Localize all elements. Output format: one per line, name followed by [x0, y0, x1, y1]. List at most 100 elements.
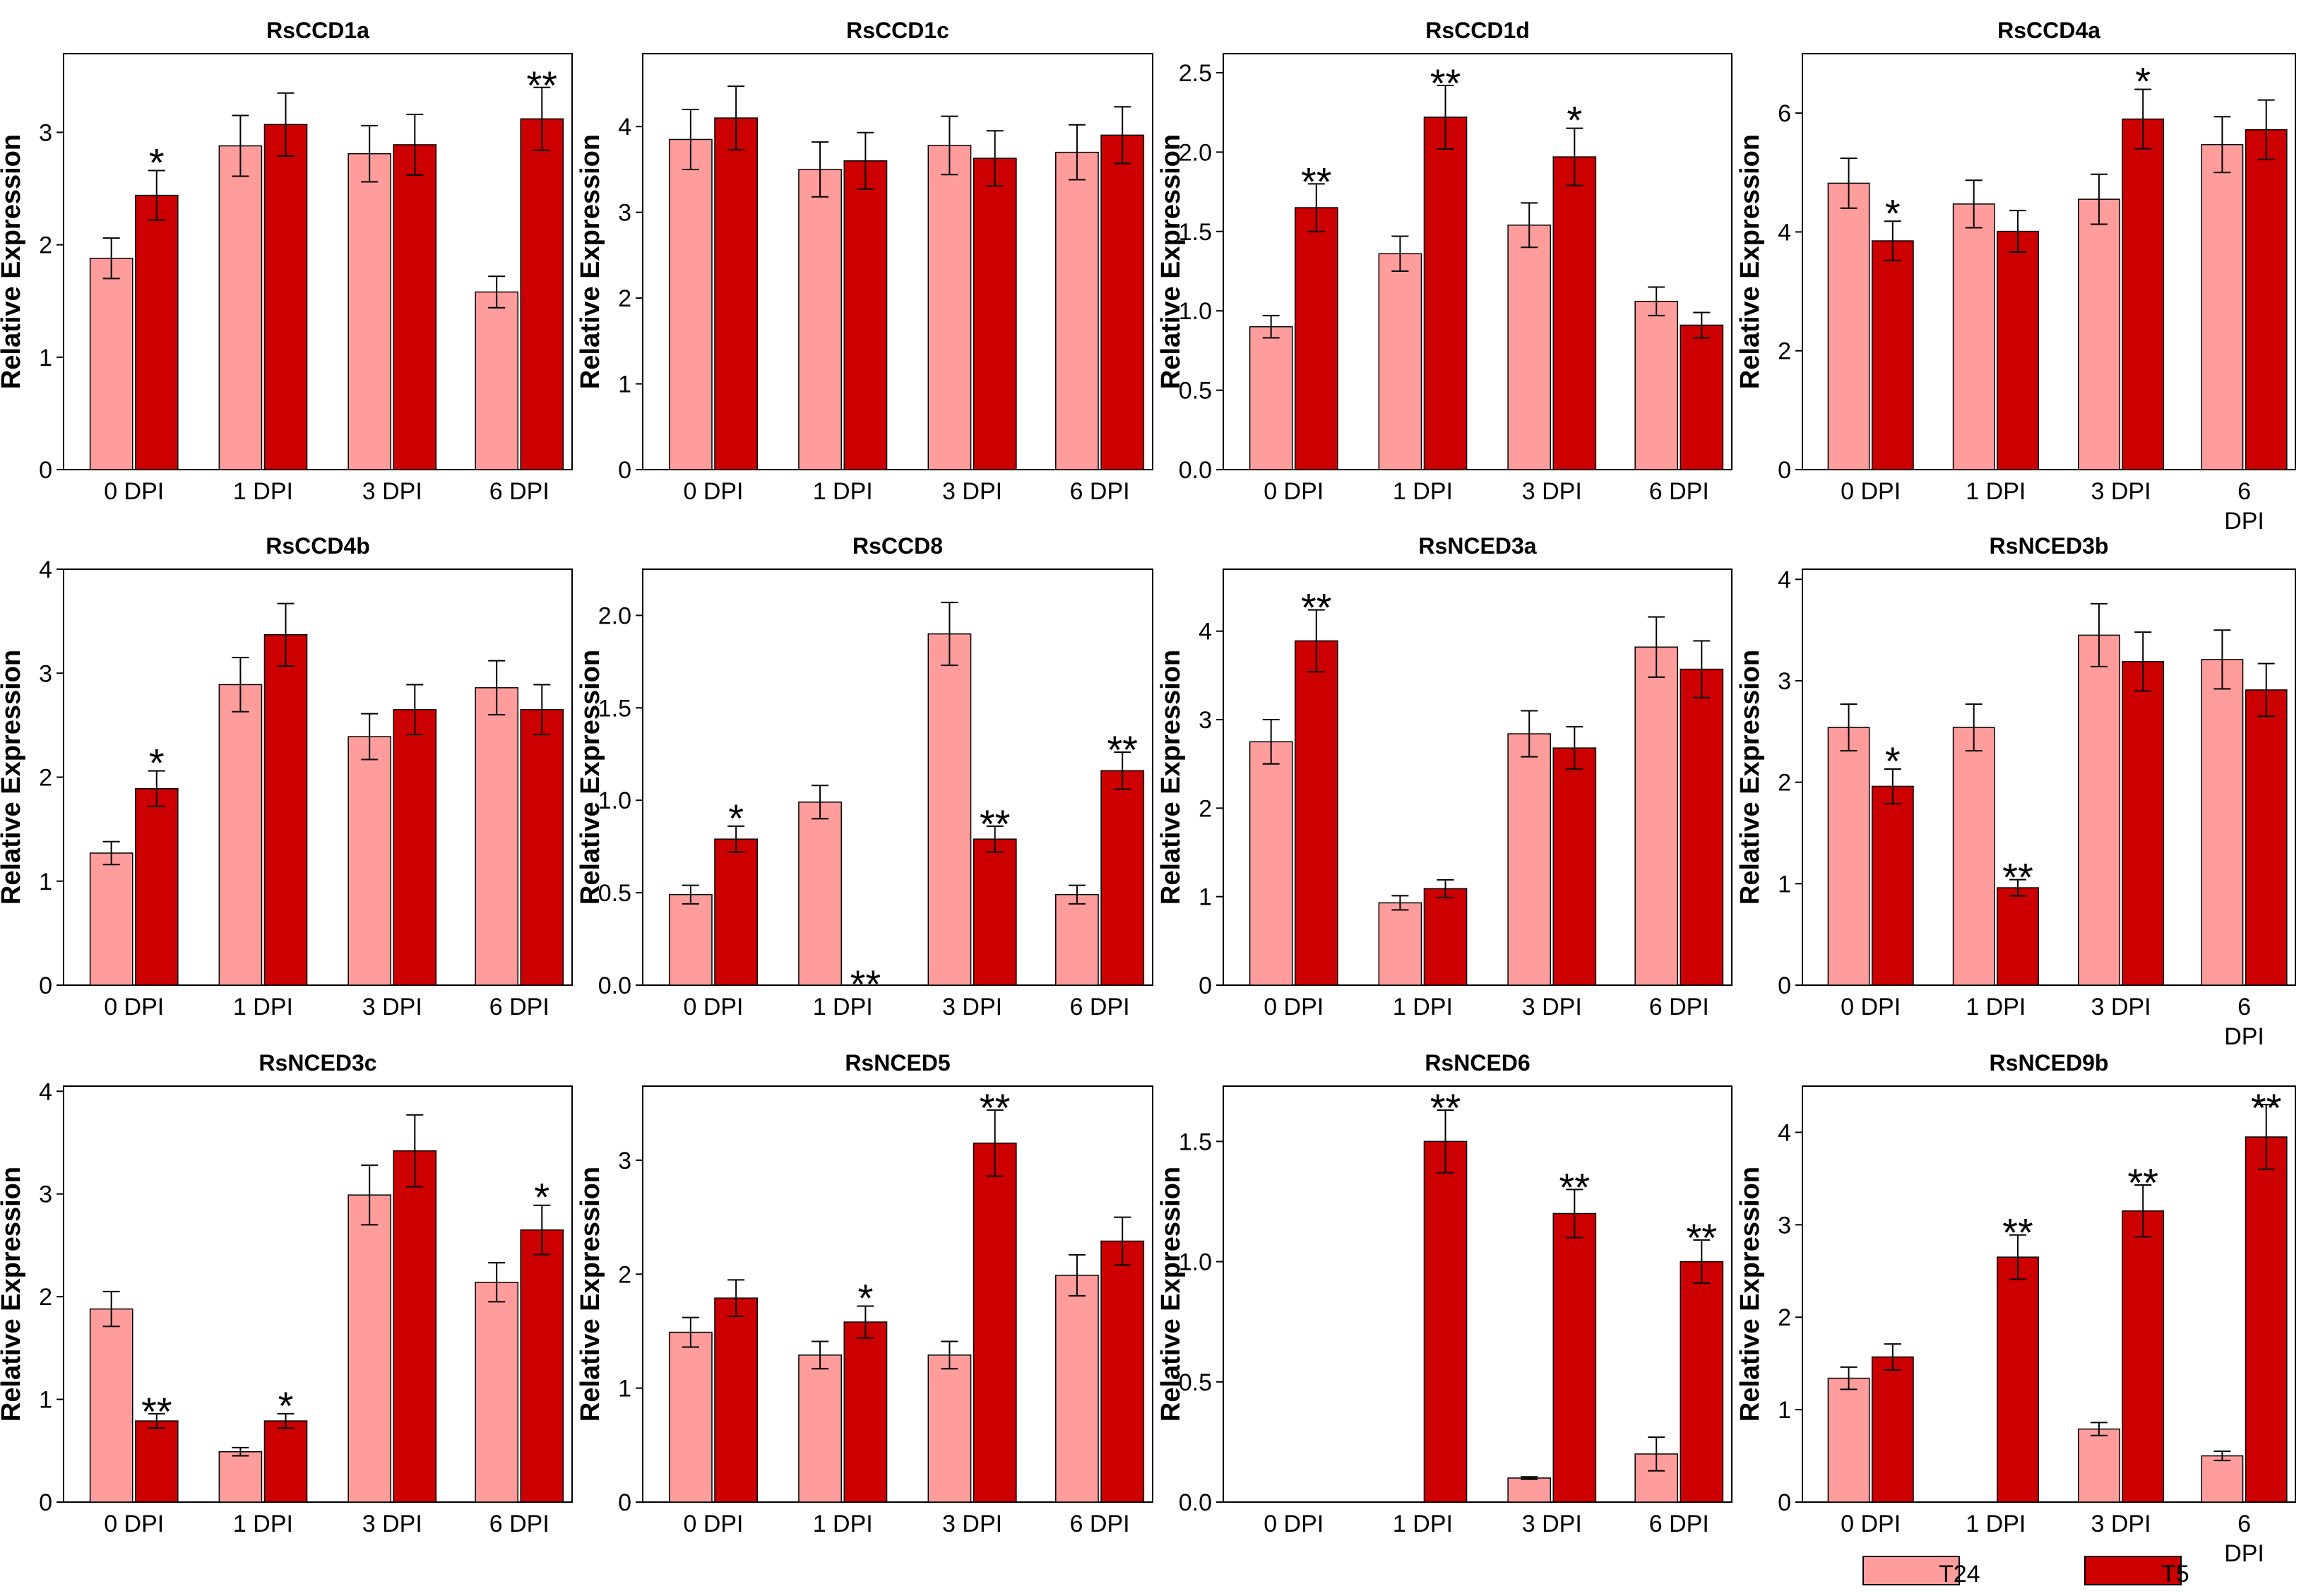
x-tick-line: 1 DPI: [233, 1511, 293, 1537]
x-tick-label: 3 DPI: [1522, 994, 1582, 1020]
x-tick-line: 6 DPI: [489, 1511, 549, 1537]
significance-mark: **: [2251, 1085, 2282, 1130]
x-tick-line: 0 DPI: [104, 994, 164, 1020]
x-tick-line: 0 DPI: [1264, 478, 1324, 505]
x-tick-line: 1 DPI: [1393, 478, 1453, 505]
y-tick-label: 0.5: [1179, 1369, 1212, 1396]
legend-swatch-t5: [2084, 1556, 2182, 1585]
bar-t5-0: [134, 194, 179, 470]
bar-t5-0: [714, 1297, 759, 1503]
x-tick-line: 3 DPI: [2091, 478, 2151, 505]
x-tick-label: 0 DPI: [104, 1511, 164, 1537]
panel-rsccd1a: RsCCD1a Relative Expression 0 1 2 3 * 0 DPI 1 DP…: [0, 18, 573, 505]
x-tick-label: 0 DPI: [1264, 1511, 1324, 1537]
x-tick-label: 6 DPI: [2224, 478, 2264, 535]
bar-t24-3: [2201, 659, 2244, 986]
y-tick-label: 3: [1199, 707, 1212, 734]
x-tick-label: 3 DPI: [942, 478, 1002, 505]
x-tick-line: 3 DPI: [942, 478, 1002, 505]
bar-t24-1: [798, 1354, 842, 1503]
x-tick-line: 0 DPI: [104, 478, 164, 505]
bar-t24-2: [1507, 225, 1552, 470]
x-tick-line: 0 DPI: [1841, 994, 1901, 1020]
bar-t24-1: [218, 1451, 263, 1503]
bar-t24-0: [89, 257, 133, 470]
significance-mark: **: [2002, 1210, 2033, 1255]
x-tick-label: 6 DPI: [1649, 478, 1709, 505]
bar-t5-1: [263, 634, 308, 986]
y-tick-label: 1.0: [598, 787, 631, 814]
x-tick-label: 3 DPI: [1522, 1511, 1582, 1537]
y-tick-label: 1: [1778, 871, 1791, 898]
bar-t24-1: [1378, 902, 1422, 986]
bar-t24-0: [1827, 182, 1870, 470]
panels-group: RsCCD1a Relative Expression 0 1 2 3 * 0 DPI 1 DP…: [0, 18, 2296, 1567]
x-tick-line: 1 DPI: [813, 1511, 873, 1537]
x-tick-line: 6: [2237, 994, 2251, 1020]
y-tick-label: 0.5: [1179, 378, 1212, 405]
y-axis-label: Relative Expression: [0, 134, 26, 389]
bar-t24-0: [1249, 326, 1293, 470]
panel-title: RsNCED3b: [1990, 533, 2109, 559]
significance-mark: **: [1559, 1165, 1591, 1209]
x-tick-line: 0 DPI: [1841, 478, 1901, 505]
bar-t24-3: [1634, 646, 1679, 986]
bar-t5-2: [973, 157, 1017, 470]
significance-mark: *: [857, 1275, 873, 1320]
bar-t5-2: [1552, 747, 1597, 986]
y-tick-label: 2: [1778, 770, 1791, 797]
panel-title: RsNCED9b: [1990, 1050, 2109, 1076]
y-tick-label: 0: [39, 972, 52, 999]
x-tick-line: 6 DPI: [489, 478, 549, 505]
panel-title: RsCCD4b: [266, 533, 370, 559]
significance-mark: **: [1301, 159, 1332, 203]
x-tick-label: 1 DPI: [233, 1511, 293, 1537]
y-tick-label: 1.5: [598, 695, 631, 722]
bar-t24-2: [347, 1194, 392, 1503]
panel-title: RsNCED3a: [1418, 533, 1536, 559]
bar-t5-0: [714, 117, 759, 470]
y-axis-label: Relative Expression: [0, 650, 26, 905]
x-tick-label: 1 DPI: [233, 478, 293, 505]
panel-title: RsNCED3c: [258, 1050, 376, 1076]
x-tick-label: 0 DPI: [683, 1511, 743, 1537]
x-tick-line: 3 DPI: [1522, 1511, 1582, 1537]
bar-t24-2: [1507, 733, 1552, 986]
x-tick-line: 3 DPI: [942, 1511, 1002, 1537]
y-tick-label: 1.5: [1179, 219, 1212, 246]
bar-t24-1: [1952, 203, 1995, 470]
x-tick-line: 0 DPI: [1841, 1511, 1901, 1537]
y-tick-label: 2: [618, 285, 631, 312]
x-tick-label: 3 DPI: [2091, 994, 2151, 1020]
bar-t24-0: [89, 1308, 133, 1503]
x-tick-label: 0 DPI: [104, 478, 164, 505]
y-tick-label: 2: [1199, 795, 1212, 822]
x-tick-line: 1 DPI: [1966, 1511, 2026, 1537]
significance-mark: *: [1885, 191, 1901, 235]
y-axis-label: Relative Expression: [576, 650, 605, 905]
bar-t24-0: [668, 1331, 713, 1503]
y-tick-label: 6: [1778, 100, 1791, 127]
bar-t24-3: [1055, 151, 1099, 470]
x-tick-label: 0 DPI: [1264, 478, 1324, 505]
y-axis-label: Relative Expression: [1156, 650, 1186, 905]
y-tick-label: 0: [1778, 972, 1791, 999]
plot-frame: [1802, 568, 2296, 986]
bar-t5-0: [714, 838, 759, 986]
x-tick-label: 6 DPI: [1070, 1511, 1130, 1537]
significance-mark: **: [980, 802, 1011, 846]
plot-frame: [1223, 568, 1733, 986]
x-tick-line: 3 DPI: [1522, 478, 1582, 505]
y-tick-label: 0: [618, 457, 631, 484]
bar-t24-3: [1055, 893, 1099, 986]
plot-frame: [642, 53, 1153, 470]
bar-t24-0: [1827, 1377, 1870, 1503]
x-tick-line: 3 DPI: [1522, 994, 1582, 1020]
bar-t5-1: [1423, 1141, 1468, 1503]
panel-title: RsCCD1d: [1425, 18, 1530, 43]
y-tick-label: 2: [1778, 1304, 1791, 1331]
bar-t24-3: [475, 291, 519, 470]
y-tick-label: 4: [1778, 566, 1791, 593]
bar-t5-0: [134, 787, 179, 986]
